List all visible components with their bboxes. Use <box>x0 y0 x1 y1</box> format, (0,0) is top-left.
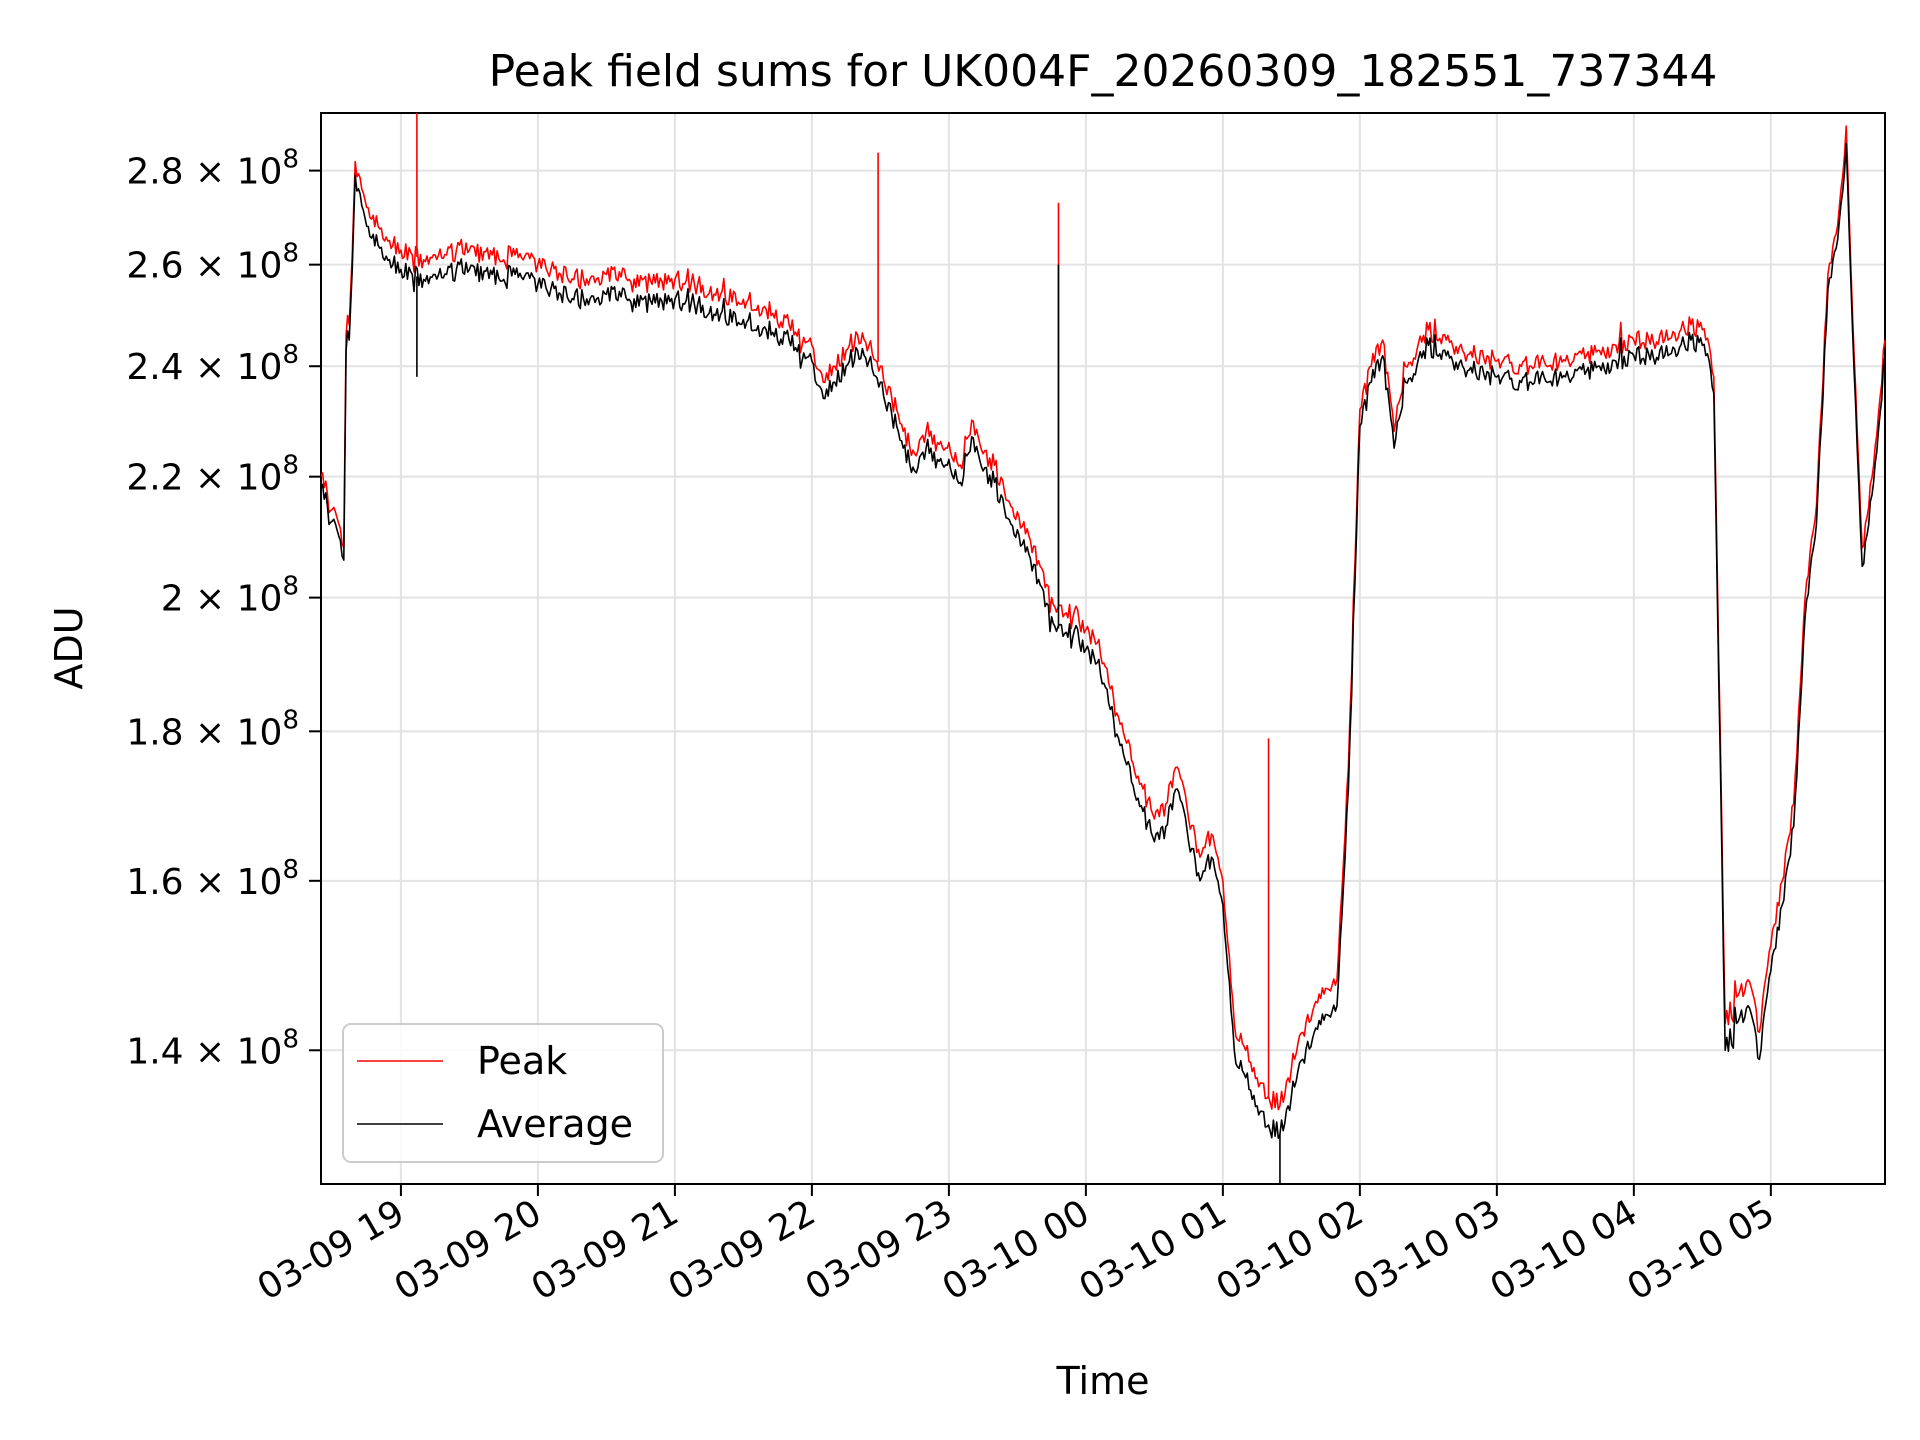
y-tick-label: 1.4 × 108 <box>126 1024 299 1072</box>
y-axis: 1.4 × 108 1.6 × 108 1.8 × 108 2 × 108 2.2 × … <box>126 145 321 1072</box>
legend-label-average: Average <box>477 1102 633 1146</box>
chart-title: Peak field sums for UK004F_20260309_1825… <box>489 46 1718 97</box>
gridlines <box>321 113 1885 1184</box>
legend: Peak Average <box>342 1023 664 1163</box>
legend-box <box>342 1023 664 1163</box>
y-tick-label: 2.8 × 108 <box>126 145 299 193</box>
legend-label-peak: Peak <box>477 1039 567 1083</box>
y-tick-label: 1.8 × 108 <box>126 705 299 753</box>
y-tick-label: 2.2 × 108 <box>126 451 299 499</box>
series-layer <box>320 113 1886 1184</box>
y-axis-label: ADU <box>47 606 91 689</box>
series-line-average <box>320 142 1886 1139</box>
y-tick-label: 1.6 × 108 <box>126 855 299 903</box>
y-tick-label: 2.4 × 108 <box>126 340 299 388</box>
series-line-peak <box>320 125 1886 1111</box>
plot-area-frame <box>320 112 1886 1185</box>
x-axis-label: Time <box>1056 1359 1150 1403</box>
y-tick-label: 2 × 108 <box>161 572 299 620</box>
y-tick-label: 2.6 × 108 <box>126 239 299 287</box>
